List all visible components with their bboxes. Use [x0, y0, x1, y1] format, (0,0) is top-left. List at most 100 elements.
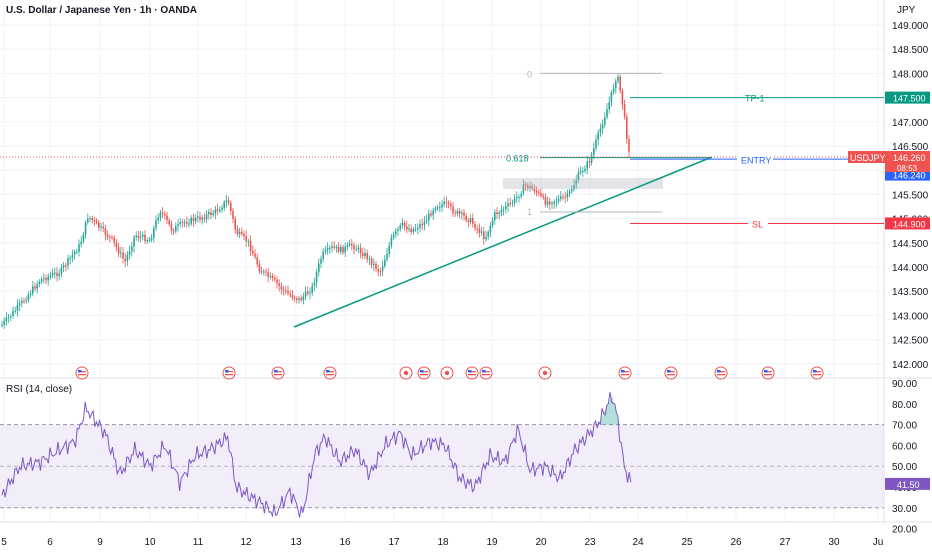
candle-body: [612, 88, 615, 93]
candle-body: [364, 253, 366, 257]
time-tick-label: 23: [584, 537, 596, 548]
last-price: 146.260: [893, 153, 926, 163]
us-flag-icon[interactable]: [271, 366, 285, 380]
us-flag-icon[interactable]: [417, 366, 431, 380]
candle-body: [128, 251, 131, 256]
sl-badge-bg: [885, 217, 930, 230]
candle-body: [461, 212, 463, 214]
us-flag-icon[interactable]: [222, 366, 236, 380]
flag-stripe: [468, 371, 476, 373]
time-tick-label: Ju: [873, 537, 884, 548]
candle-body: [278, 283, 280, 286]
flag-stripe: [326, 374, 334, 376]
candle-body: [344, 246, 346, 253]
candle-body: [348, 243, 351, 246]
sl-label: SL: [752, 219, 763, 229]
price-tick-label: 143.500: [892, 287, 929, 298]
candle-body: [408, 228, 410, 230]
candle-body: [38, 281, 41, 285]
candle-body: [355, 249, 357, 251]
candle-body: [379, 271, 382, 273]
candle-body: [43, 277, 45, 280]
us-flag-icon[interactable]: [465, 366, 479, 380]
candle-body: [377, 269, 379, 272]
candle-body: [619, 76, 621, 91]
candle-body: [386, 253, 388, 260]
candle-body: [498, 212, 500, 215]
candle-body: [157, 217, 159, 221]
candle-body: [225, 200, 228, 202]
flag-stripe: [78, 371, 86, 373]
flag-canton: [468, 370, 472, 373]
us-flag-icon[interactable]: [810, 366, 824, 380]
candle-body: [412, 229, 415, 233]
us-flag-icon[interactable]: [75, 366, 89, 380]
fib-label-1: 1: [527, 207, 532, 217]
candle-body: [104, 228, 107, 235]
candle-body: [230, 203, 232, 211]
candle-body: [293, 297, 296, 299]
candle-body: [78, 244, 80, 252]
flag-sun: [542, 370, 548, 376]
us-flag-icon[interactable]: [323, 366, 337, 380]
candle-body: [520, 193, 522, 197]
candle-body: [329, 248, 331, 250]
candle-body: [538, 192, 540, 194]
candle-body: [419, 224, 421, 229]
flag-stripe: [420, 371, 428, 373]
candle-body: [245, 236, 247, 242]
candle-body: [276, 279, 278, 284]
candle-body: [366, 253, 368, 260]
candle-body: [274, 277, 276, 280]
candle-body: [518, 196, 520, 198]
candle-body: [148, 239, 151, 241]
candle-body: [102, 226, 104, 229]
candle-body: [529, 186, 531, 188]
candle-body: [544, 196, 547, 205]
candle-body: [227, 200, 230, 204]
us-flag-icon[interactable]: [479, 366, 493, 380]
candle-body: [249, 240, 252, 252]
candle-body: [302, 296, 305, 301]
rsi-overbought-fill: [598, 395, 620, 425]
candle-body: [568, 191, 571, 194]
candle-body: [342, 246, 344, 253]
candle-body: [164, 213, 166, 216]
us-flag-icon[interactable]: [761, 366, 775, 380]
flag-stripe: [717, 371, 725, 373]
candle-body: [205, 214, 208, 220]
candle-body: [359, 247, 362, 254]
us-flag-icon[interactable]: [618, 366, 632, 380]
flag-canton: [225, 370, 229, 373]
candle-body: [175, 226, 177, 232]
fib-label-0618: 0.618: [506, 154, 529, 164]
candle-body: [304, 291, 307, 297]
candle-body: [511, 202, 514, 204]
price-tick-label: 142.500: [892, 336, 929, 347]
candle-body: [161, 212, 164, 214]
candle-body: [58, 273, 60, 277]
time-tick-label: 11: [193, 537, 204, 548]
candle-body: [487, 231, 489, 237]
time-tick-label: 19: [486, 537, 498, 548]
us-flag-icon[interactable]: [664, 366, 678, 380]
candle-body: [540, 192, 542, 196]
candle-body: [478, 228, 481, 233]
candle-body: [326, 248, 329, 251]
last-price-badge-bg: [885, 151, 930, 172]
flag-canton: [420, 370, 424, 373]
candle-body: [135, 235, 137, 238]
candle-body: [236, 229, 239, 235]
candle-body: [430, 213, 432, 216]
candle-body: [172, 230, 175, 232]
candle-body: [309, 292, 311, 294]
flag-stripe: [764, 371, 772, 373]
flag-stripe: [326, 371, 334, 373]
candle-body: [100, 226, 102, 228]
flag-stripe: [482, 374, 490, 376]
candle-body: [25, 300, 27, 302]
us-flag-icon[interactable]: [714, 366, 728, 380]
tp-label: TP-1: [745, 94, 765, 104]
candle-body: [586, 161, 588, 169]
